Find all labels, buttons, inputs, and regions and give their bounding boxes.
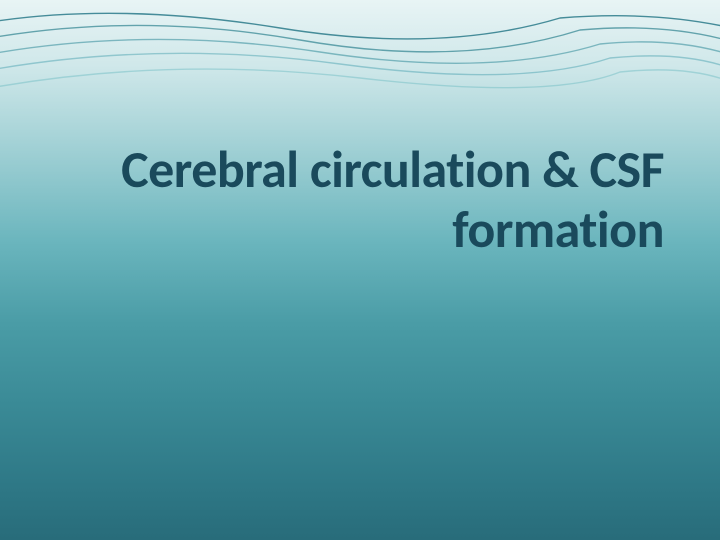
wave-decoration (0, 0, 720, 140)
page-title-line1: Cerebral circulation & CSF (40, 140, 664, 200)
page-title-line2: formation (40, 200, 664, 260)
slide: Cerebral circulation & CSF formation (0, 0, 720, 540)
title-block: Cerebral circulation & CSF formation (40, 140, 664, 260)
